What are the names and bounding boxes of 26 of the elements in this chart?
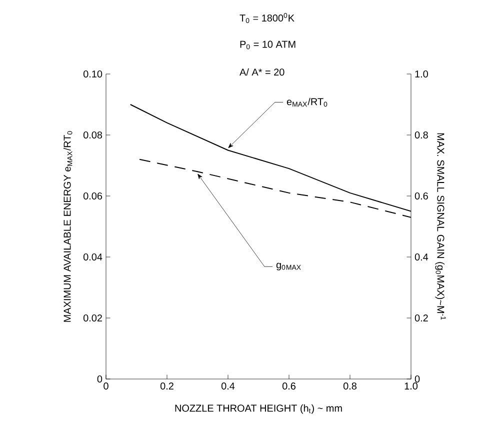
y-tick-label: 0.04 — [83, 253, 102, 261]
x-tick-label: 1.0 — [404, 382, 418, 390]
y-tick-label: 0.02 — [83, 314, 102, 322]
y2-axis-title: MAX. SMALL SIGNAL GAIN (g$_{0}$MAX)~M$^{-1}$ — [435, 133, 446, 320]
y-tick-label: 0.08 — [83, 131, 102, 139]
y2-tick-label: 0.6 — [414, 192, 428, 200]
y2-tick-label: 0.4 — [414, 253, 428, 261]
y-tick-label: 0.10 — [83, 70, 102, 78]
y-tick-label: 0.06 — [83, 192, 102, 200]
x-tick-label: 0 — [104, 382, 108, 390]
y2-tick-label: 0.8 — [414, 131, 428, 139]
text: g$_{0MAX}$ — [276, 262, 301, 270]
text: P$_{0}$ = 10 ATM — [240, 40, 296, 50]
annotation: A/ A* = 20 — [240, 68, 284, 76]
y2-tick-label: 0.2 — [414, 314, 428, 322]
x-tick-label: 0.8 — [343, 382, 356, 390]
x-tick-label: 0.6 — [282, 382, 296, 390]
y2-tick-label: 0 — [414, 375, 420, 383]
y2-tick-label: 1.0 — [415, 70, 428, 78]
x-tick-label: 0.2 — [160, 382, 174, 390]
x-axis-title: NOZZLE THROAT HEIGHT (h$_{t}$) ~ mm — [175, 404, 342, 414]
y-tick-label: 0 — [97, 375, 102, 383]
y-axis-title: MAXIMUM AVAILABLE ENERGY e$_{MAX}$/RT$_{0}$ — [63, 131, 72, 322]
text: T$_{0}$ = 1800$^{0}$K — [240, 12, 294, 24]
x-tick-label: 0.4 — [221, 382, 235, 390]
text: e$_{MAX}$/RT$_{0}$ — [286, 98, 328, 107]
